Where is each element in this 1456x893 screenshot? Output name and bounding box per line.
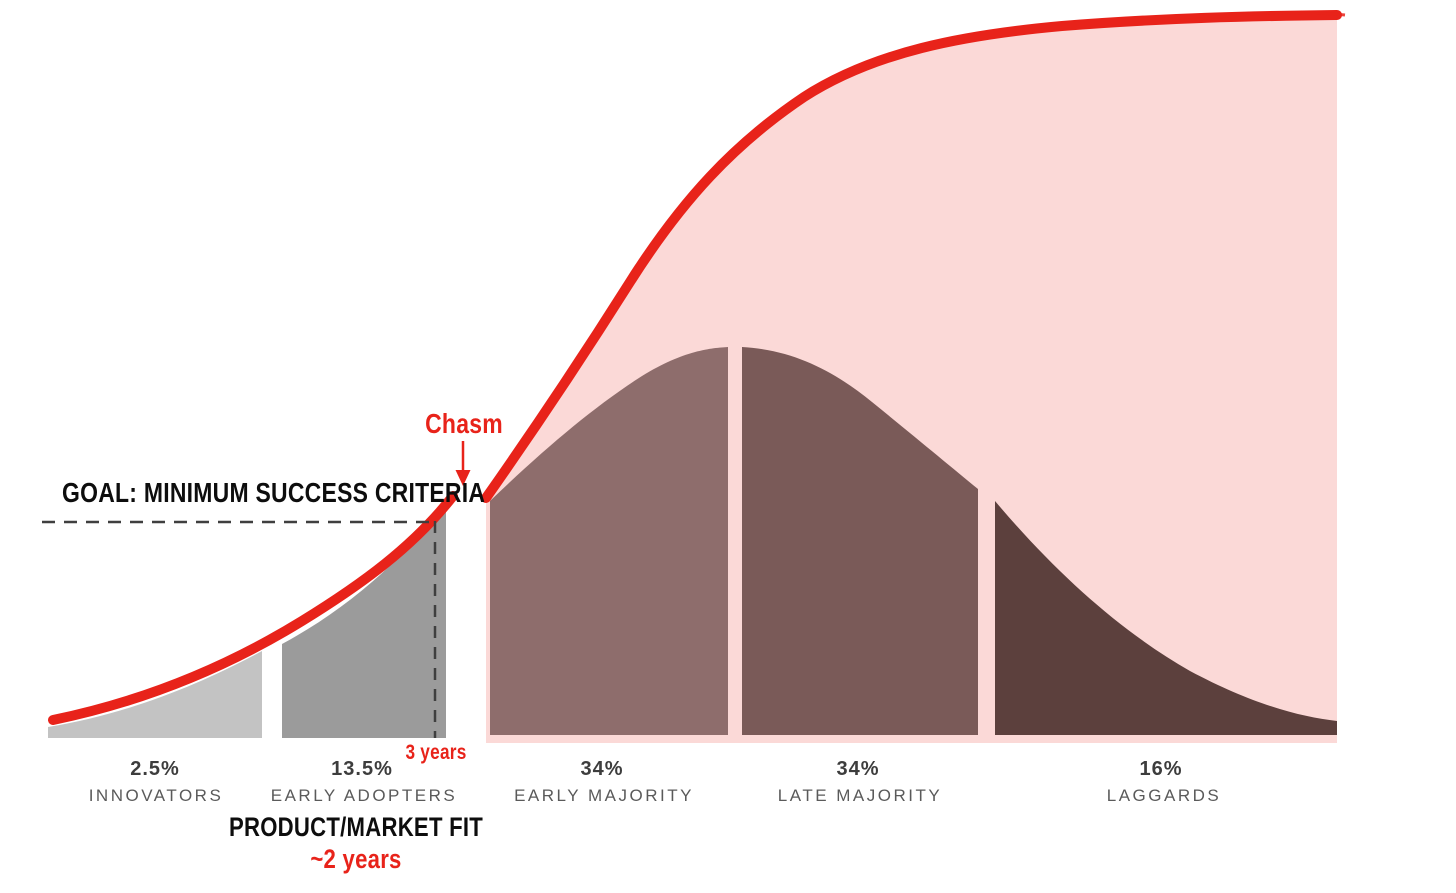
chasm-label: Chasm [425,408,503,439]
early-adopters-segment [282,500,446,738]
laggards-segment [995,501,1337,735]
innovators-category: INNOVATORS [88,786,224,805]
innovators-pct: 2.5% [130,758,180,780]
goal-label: GOAL: MINIMUM SUCCESS CRITERIA [62,477,486,508]
laggards-pct: 16% [1139,758,1183,780]
s-curve-brush-streak [1179,11,1346,23]
late-majority-pct: 34% [836,758,880,780]
late-majority-segment [742,347,978,735]
late-majority-category: LATE MAJORITY [777,786,943,805]
early-majority-segment [490,347,728,735]
s-curve-left [48,491,458,725]
innovators-segment [48,651,262,738]
s-curve-right [481,10,1342,503]
early-majority-pct: 34% [580,758,624,780]
three-years-label: 3 years [405,741,467,764]
early-adopters-pct: 13.5% [331,758,393,780]
two-years-label: ~2 years [310,844,402,874]
early-adopters-category: EARLY ADOPTERS [270,786,458,805]
product-market-fit-label: PRODUCT/MARKET FIT [228,812,484,842]
laggards-category: LAGGARDS [1106,786,1222,805]
early-majority-category: EARLY MAJORITY [514,786,694,805]
chasm-arrow-head [455,470,471,486]
